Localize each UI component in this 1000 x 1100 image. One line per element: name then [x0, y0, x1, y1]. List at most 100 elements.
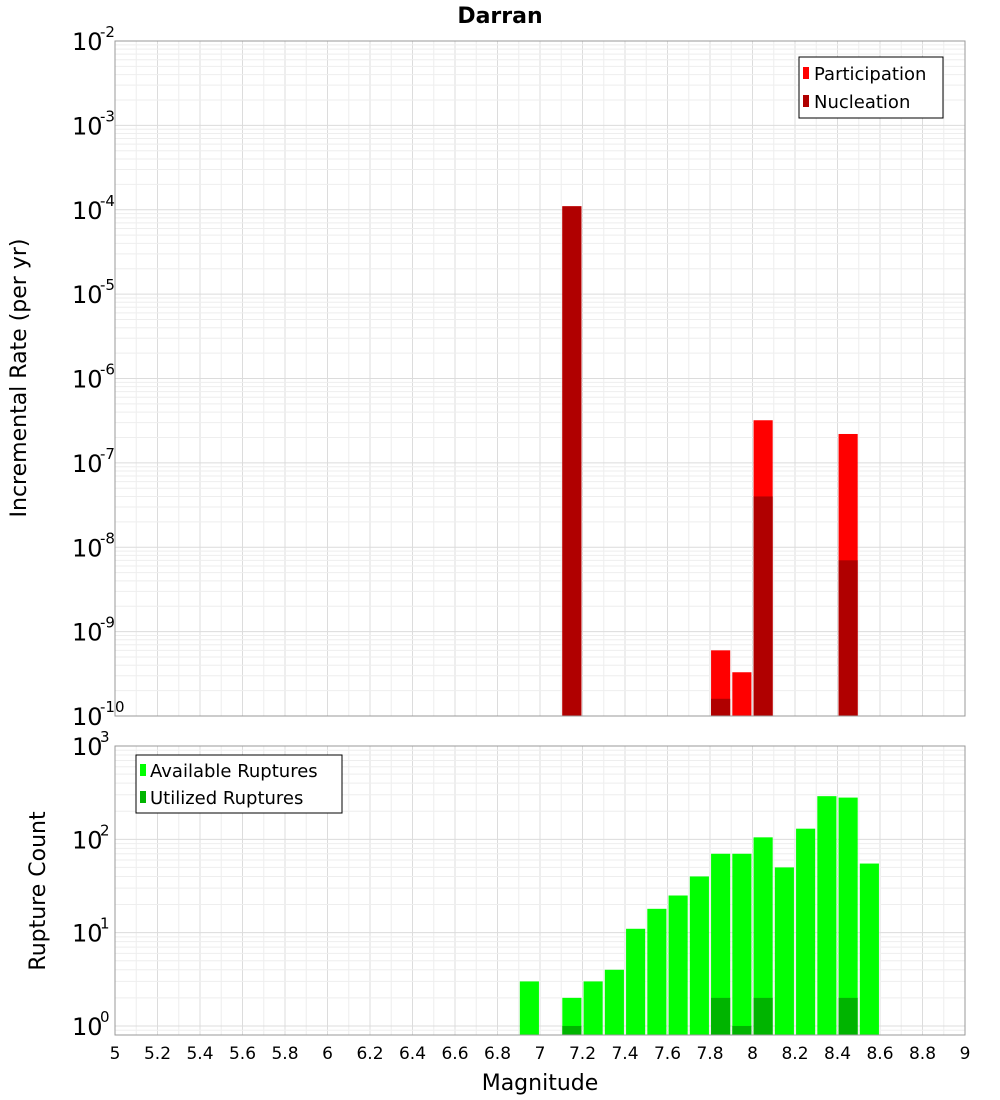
- bar-available-ruptures-8-05: [753, 837, 773, 1035]
- bar-available-ruptures-8-15: [774, 867, 794, 1035]
- y-tick-exponent: -10: [100, 698, 125, 716]
- x-tick-label: 7: [535, 1044, 546, 1064]
- y-tick-label: 10: [72, 1013, 103, 1041]
- y-tick-exponent: 2: [100, 821, 110, 839]
- legend-label-utilized: Utilized Ruptures: [150, 788, 303, 809]
- bar-available-ruptures-7-75: [689, 876, 709, 1035]
- legend-swatch-available: [140, 764, 146, 776]
- y-tick-label: 10: [72, 450, 103, 478]
- bar-utilized-ruptures-8-45: [838, 997, 858, 1035]
- chart-title: Darran: [457, 4, 542, 29]
- top-plot-border: [114, 40, 966, 717]
- bar-available-ruptures-7-45: [626, 928, 646, 1035]
- bar-utilized-ruptures-7-85: [711, 997, 731, 1035]
- top-bars: [562, 206, 858, 716]
- x-tick-label: 7.4: [611, 1044, 638, 1064]
- top-legend: Participation Nucleation: [798, 56, 944, 119]
- x-tick-label: 6.4: [399, 1044, 426, 1064]
- y-tick-label: 10: [72, 733, 103, 761]
- x-tick-label: 6.6: [441, 1044, 468, 1064]
- legend-swatch-utilized: [140, 791, 146, 803]
- y-tick-label: 10: [72, 703, 103, 731]
- y-tick-exponent: -5: [100, 276, 115, 294]
- top-y-axis-label: Incremental Rate (per yr): [7, 239, 32, 518]
- y-tick-exponent: 0: [100, 1008, 110, 1026]
- bar-available-ruptures-7-95: [732, 853, 752, 1035]
- bottom-legend-box: [135, 754, 343, 814]
- legend-label-participation: Participation: [814, 64, 926, 85]
- bar-nucleation-8-05: [753, 496, 773, 716]
- top-grid: [114, 40, 966, 717]
- y-tick-exponent: -8: [100, 529, 115, 547]
- x-tick-label: 9: [960, 1044, 971, 1064]
- bar-available-ruptures-7-65: [668, 895, 688, 1035]
- y-tick-label: 10: [72, 366, 103, 394]
- bar-available-ruptures-8-35: [817, 796, 837, 1035]
- y-tick-label: 10: [72, 619, 103, 647]
- y-tick-exponent: -3: [100, 107, 115, 125]
- y-tick-exponent: -9: [100, 614, 115, 632]
- legend-label-available: Available Ruptures: [150, 761, 318, 782]
- bar-available-ruptures-7-15: [562, 997, 582, 1035]
- top-legend-box: [798, 56, 944, 119]
- x-tick-label: 8.8: [909, 1044, 936, 1064]
- bar-available-ruptures-7-25: [583, 981, 603, 1035]
- x-tick-label: 7.8: [696, 1044, 723, 1064]
- bar-available-ruptures-7-85: [711, 853, 731, 1035]
- bar-utilized-ruptures-8-05: [753, 997, 773, 1035]
- x-tick-label: 5.6: [229, 1044, 256, 1064]
- x-tick-label: 8.6: [866, 1044, 893, 1064]
- bar-available-ruptures-7-55: [647, 908, 667, 1035]
- x-tick-label: 8: [747, 1044, 758, 1064]
- y-tick-exponent: -7: [100, 445, 115, 463]
- x-axis-label: Magnitude: [482, 1071, 599, 1096]
- x-tick-label: 5.2: [144, 1044, 171, 1064]
- bar-available-ruptures-8-45: [838, 797, 858, 1035]
- y-tick-label: 10: [72, 281, 103, 309]
- x-tick-label: 6.8: [484, 1044, 511, 1064]
- bottom-plot-border: [114, 745, 966, 1036]
- bottom-legend: Available Ruptures Utilized Ruptures: [135, 754, 343, 814]
- x-tick-label: 7.2: [569, 1044, 596, 1064]
- y-tick-label: 10: [72, 826, 103, 854]
- x-tick-label: 6: [322, 1044, 333, 1064]
- legend-swatch-nucleation: [803, 95, 809, 107]
- bar-nucleation-7-15: [562, 206, 582, 716]
- y-tick-exponent: -2: [100, 23, 115, 41]
- bar-available-ruptures-8-25: [796, 828, 816, 1035]
- legend-swatch-participation: [803, 67, 809, 79]
- x-tick-label: 8.4: [824, 1044, 851, 1064]
- y-tick-label: 10: [72, 112, 103, 140]
- bar-available-ruptures-6-95: [519, 981, 539, 1035]
- bar-utilized-ruptures-7-95: [732, 1025, 752, 1035]
- legend-label-nucleation: Nucleation: [814, 92, 910, 113]
- bar-utilized-ruptures-7-15: [562, 1025, 582, 1035]
- bar-available-ruptures-8-55: [859, 863, 879, 1035]
- y-tick-exponent: -4: [100, 192, 115, 210]
- x-tick-label: 5: [110, 1044, 121, 1064]
- bar-nucleation-8-45: [838, 560, 858, 716]
- x-tick-label: 5.4: [186, 1044, 213, 1064]
- x-tick-label: 7.6: [654, 1044, 681, 1064]
- bar-available-ruptures-7-35: [604, 969, 624, 1035]
- y-tick-label: 10: [72, 920, 103, 948]
- x-tick-label: 8.2: [781, 1044, 808, 1064]
- y-tick-exponent: 3: [100, 728, 110, 746]
- bottom-y-axis-label: Rupture Count: [26, 811, 51, 971]
- y-tick-exponent: 1: [100, 915, 110, 933]
- bottom-bars: [519, 796, 879, 1035]
- bar-participation-7-95: [732, 672, 752, 716]
- y-tick-label: 10: [72, 197, 103, 225]
- bar-nucleation-7-85: [711, 698, 731, 716]
- x-ticks: 5 5.2 5.4 5.6 5.8 6 6.2 6.4 6.6 6.8 7 7.2 7.4 7.6 7.8 8…: [110, 1044, 971, 1064]
- y-tick-label: 10: [72, 534, 103, 562]
- x-tick-label: 6.2: [356, 1044, 383, 1064]
- y-tick-exponent: -6: [100, 361, 115, 379]
- y-tick-label: 10: [72, 28, 103, 56]
- x-tick-label: 5.8: [271, 1044, 298, 1064]
